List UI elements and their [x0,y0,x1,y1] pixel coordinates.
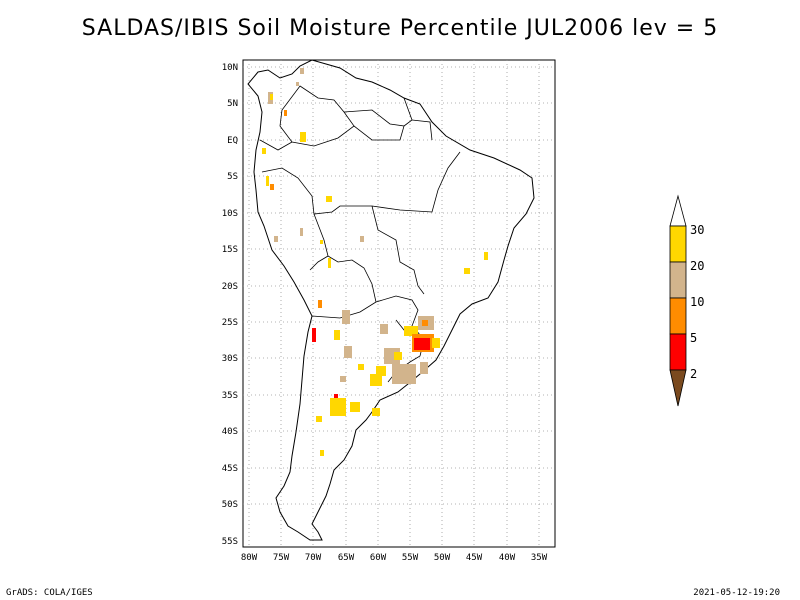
lat-label: 35S [222,391,238,401]
lat-label: 40S [222,427,238,437]
legend-swatch-20-30 [669,225,687,263]
legend-swatch-below-2 [669,369,687,407]
lon-label: 60W [370,553,387,563]
lat-label: 55S [222,537,238,547]
legend-label: 10 [690,295,704,309]
lon-label: 70W [305,553,322,563]
footer-timestamp: 2021-05-12-19:20 [693,588,780,598]
legend-swatch-2-5 [669,333,687,371]
map-title: SALDAS/IBIS Soil Moisture Percentile JUL… [81,16,719,41]
lon-label: 40W [499,553,516,563]
lat-label: 15S [222,245,238,255]
legend-label: 20 [690,259,704,273]
legend-labels: 30 20 10 5 2 [690,223,704,381]
lat-label: EQ [227,136,238,146]
color-legend [669,194,687,407]
latitude-labels: 10N 5N EQ 5S 10S 15S 20S 25S 30S 35S 40S… [222,63,238,547]
map-frame [242,59,556,548]
lat-label: 30S [222,354,238,364]
lon-label: 50W [434,553,451,563]
lat-label: 10N [222,63,238,73]
lat-label: 5N [227,99,238,109]
lat-label: 25S [222,318,238,328]
legend-label: 30 [690,223,704,237]
lat-label: 45S [222,464,238,474]
lon-label: 55W [402,553,419,563]
legend-swatch-above-30 [669,194,687,227]
legend-label: 2 [690,367,697,381]
lon-label: 35W [531,553,548,563]
footer-credit: GrADS: COLA/IGES [6,588,93,598]
lat-label: 10S [222,209,238,219]
legend-label: 5 [690,331,697,345]
coastline [247,59,535,541]
country-borders [259,85,461,383]
lon-label: 65W [338,553,355,563]
legend-swatch-10-20 [669,261,687,299]
lat-label: 50S [222,500,238,510]
lon-label: 75W [273,553,290,563]
lat-label: 20S [222,282,238,292]
lon-label: 45W [466,553,483,563]
lon-label: 80W [241,553,258,563]
lat-label: 5S [227,172,238,182]
moisture-shading [262,68,488,456]
longitude-labels: 80W 75W 70W 65W 60W 55W 50W 45W 40W 35W [241,553,548,563]
legend-swatch-5-10 [669,297,687,335]
